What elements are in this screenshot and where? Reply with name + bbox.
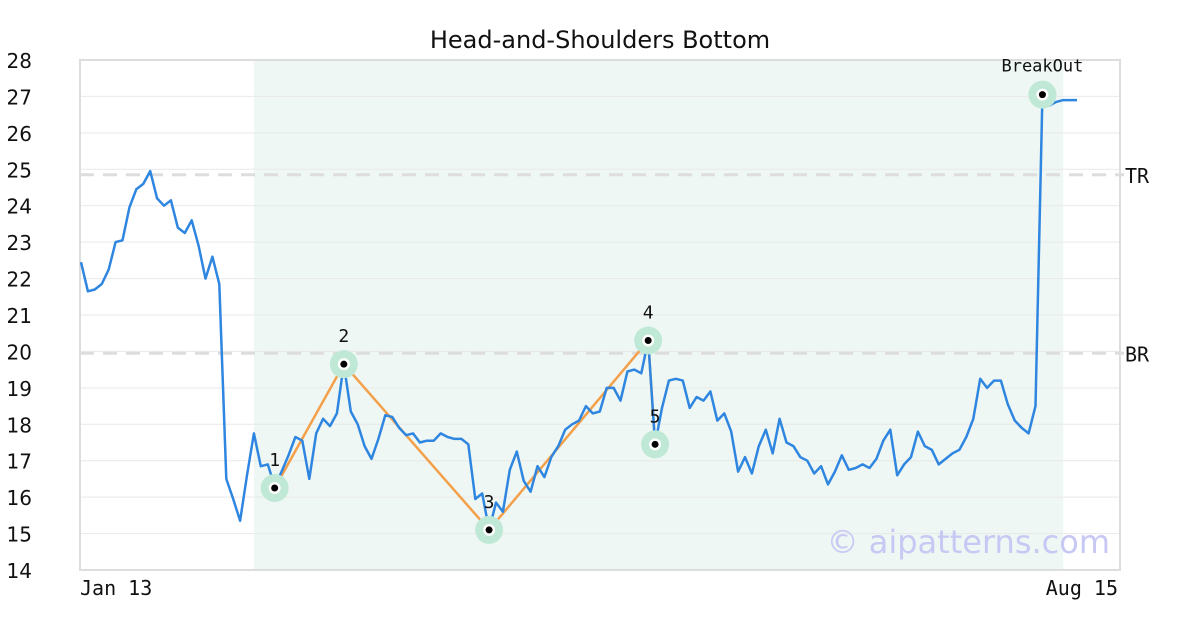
- reference-label-br: BR: [1125, 342, 1150, 366]
- pattern-point-4: 4: [634, 303, 663, 355]
- x-tick-label-start: Jan 13: [80, 576, 152, 600]
- y-tick-label: 23: [7, 231, 32, 255]
- y-tick-label: 27: [7, 85, 32, 109]
- y-tick-label: 18: [7, 413, 32, 437]
- y-tick-label: 21: [7, 304, 32, 328]
- pattern-point-label: 5: [650, 406, 661, 427]
- price-line: [79, 95, 1077, 532]
- y-tick-label: 28: [7, 49, 32, 73]
- chart-title: Head-and-Shoulders Bottom: [430, 26, 770, 54]
- reference-label-tr: TR: [1125, 164, 1150, 188]
- plot-frame: [79, 59, 1121, 571]
- watermark: © aipatterns.com: [827, 523, 1110, 561]
- y-tick-label: 25: [7, 158, 32, 182]
- breakout-label: BreakOut: [1001, 57, 1083, 77]
- pattern-point-label: 3: [484, 492, 495, 513]
- pattern-point-3: 3: [475, 492, 504, 544]
- pattern-point-label: 1: [269, 450, 280, 471]
- y-tick-label: 22: [7, 268, 32, 292]
- point-dot: [651, 440, 659, 448]
- pattern-point-5: 5: [641, 406, 670, 459]
- y-tick-label: 15: [7, 523, 32, 547]
- point-dot: [271, 484, 279, 492]
- point-dot: [485, 526, 493, 534]
- point-dot: [340, 360, 348, 368]
- y-tick-label: 26: [7, 122, 32, 146]
- pattern-point-label: 4: [643, 303, 654, 324]
- x-tick-label-end: Aug 15: [1046, 576, 1118, 600]
- pattern-point-2: 2: [329, 326, 358, 379]
- y-tick-label: 24: [7, 195, 32, 219]
- y-tick-label: 14: [7, 559, 32, 583]
- point-dot: [644, 337, 652, 344]
- pattern-point-1: 1: [260, 450, 289, 503]
- point-dot: [1038, 91, 1046, 99]
- y-tick-label: 19: [7, 377, 32, 401]
- y-tick-label: 16: [7, 486, 32, 510]
- y-tick-label: 20: [7, 340, 32, 364]
- pattern-point-label: 2: [338, 326, 349, 347]
- breakout-point: BreakOut: [1001, 57, 1083, 109]
- y-tick-label: 17: [7, 450, 32, 474]
